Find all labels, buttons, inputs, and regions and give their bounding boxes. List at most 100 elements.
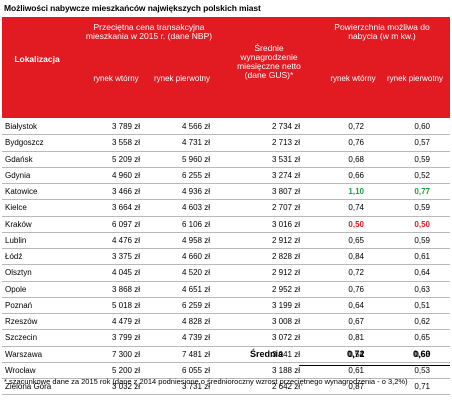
- table-row: Rzeszów 4 479 zł 4 828 zł 3 008 zł 0,67 0,62: [2, 313, 450, 331]
- price-primary-cell: 3 731 zł: [140, 378, 210, 396]
- area-primary-cell: 0,53: [364, 346, 430, 363]
- table-row: Katowice 3 466 zł 4 936 zł 3 807 zł 1,10 0,77: [2, 183, 450, 201]
- salary-cell: 2 912 zł: [210, 264, 300, 282]
- area-secondary-cell: 0,74: [300, 199, 364, 217]
- salary-cell: 3 941 zł: [210, 346, 300, 363]
- city-cell: Kielce: [2, 199, 88, 217]
- summary-label: Średnia: [250, 349, 284, 359]
- area-primary-cell: 0,63: [364, 281, 430, 298]
- area-secondary-cell: 0,66: [300, 167, 364, 185]
- area-primary-cell: 0,50: [364, 216, 430, 233]
- spacer-cell: [430, 297, 450, 315]
- city-cell: Szczecin: [2, 329, 88, 347]
- data-table: Białystok 3 789 zł 4 566 zł 2 734 zł 0,72 0,6…: [2, 119, 450, 396]
- spacer-cell: [430, 362, 450, 380]
- spacer-cell: [430, 313, 450, 331]
- area-secondary-cell: 0,65: [300, 232, 364, 250]
- price-primary-cell: 4 828 zł: [140, 313, 210, 331]
- spacer-cell: [430, 232, 450, 250]
- spacer-cell: [430, 281, 450, 298]
- area-secondary-cell: 0,81: [300, 329, 364, 347]
- spacer-cell: [430, 167, 450, 185]
- price-secondary-cell: 3 375 zł: [88, 248, 140, 266]
- price-secondary-cell: 5 209 zł: [88, 151, 140, 168]
- table-row: Kraków 6 097 zł 6 106 zł 3 016 zł 0,50 0,50: [2, 216, 450, 233]
- spacer-cell: [430, 329, 450, 347]
- header-price-secondary: rynek wtórny: [93, 74, 139, 83]
- city-cell: Lublin: [2, 232, 88, 250]
- price-primary-cell: 4 958 zł: [140, 232, 210, 250]
- summary-area-secondary: 0,72: [347, 349, 365, 359]
- price-primary-cell: 7 481 zł: [140, 346, 210, 363]
- spacer-cell: [430, 134, 450, 152]
- salary-cell: 2 734 zł: [210, 119, 300, 136]
- salary-cell: 3 199 zł: [210, 297, 300, 315]
- price-primary-cell: 4 603 zł: [140, 199, 210, 217]
- city-cell: Łódź: [2, 248, 88, 266]
- table-row: Zielona Góra 3 032 zł 3 731 zł 2 642 zł 0,87…: [2, 378, 450, 396]
- area-primary-cell: 0,62: [364, 313, 430, 331]
- spacer-cell: [430, 346, 450, 363]
- area-primary-cell: 0,64: [364, 264, 430, 282]
- city-cell: Bydgoszcz: [2, 134, 88, 152]
- area-secondary-cell: 0,54: [300, 346, 364, 363]
- area-primary-cell: 0,77: [364, 183, 430, 201]
- price-secondary-cell: 4 045 zł: [88, 264, 140, 282]
- price-primary-cell: 5 960 zł: [140, 151, 210, 168]
- header-price-group: Przeciętna cena transakcyjna mieszkania …: [85, 22, 213, 41]
- price-secondary-cell: 5 200 zł: [88, 362, 140, 380]
- table-row: Kielce 3 664 zł 4 603 zł 2 707 zł 0,74 0,59: [2, 199, 450, 217]
- table-row: Szczecin 3 799 zł 4 739 zł 3 072 zł 0,81 0,65: [2, 329, 450, 347]
- header-area-secondary: rynek wtórny: [330, 74, 376, 83]
- price-secondary-cell: 6 097 zł: [88, 216, 140, 233]
- city-cell: Katowice: [2, 183, 88, 201]
- salary-cell: 2 713 zł: [210, 134, 300, 152]
- price-primary-cell: 4 566 zł: [140, 119, 210, 136]
- area-secondary-cell: 0,87: [300, 378, 364, 396]
- city-cell: Kraków: [2, 216, 88, 233]
- price-secondary-cell: 4 479 zł: [88, 313, 140, 331]
- table-row: Gdynia 4 960 zł 6 255 zł 3 274 zł 0,66 0,52: [2, 167, 450, 185]
- header-area-group: Powierzchnia możliwa do nabycia (w m kw.…: [334, 22, 430, 41]
- salary-cell: 3 531 zł: [210, 151, 300, 168]
- area-primary-cell: 0,61: [364, 248, 430, 266]
- spacer-cell: [430, 378, 450, 396]
- header-salary: Średnie wynagrodzenie miesięczne netto (…: [237, 43, 301, 80]
- price-primary-cell: 6 255 zł: [140, 167, 210, 185]
- salary-cell: 3 188 zł: [210, 362, 300, 380]
- price-primary-cell: 6 106 zł: [140, 216, 210, 233]
- price-secondary-cell: 3 789 zł: [88, 119, 140, 136]
- price-secondary-cell: 4 960 zł: [88, 167, 140, 185]
- price-primary-cell: 6 259 zł: [140, 297, 210, 315]
- area-primary-cell: 0,60: [364, 119, 430, 136]
- area-secondary-cell: 0,72: [300, 264, 364, 282]
- area-primary-cell: 0,53: [364, 362, 430, 380]
- area-secondary-cell: 0,67: [300, 313, 364, 331]
- area-secondary-cell: 1,10: [300, 183, 364, 201]
- price-primary-cell: 4 739 zł: [140, 329, 210, 347]
- price-primary-cell: 4 651 zł: [140, 281, 210, 298]
- area-secondary-cell: 0,72: [300, 119, 364, 136]
- area-primary-cell: 0,51: [364, 297, 430, 315]
- summary-divider: [299, 365, 450, 366]
- price-secondary-cell: 4 476 zł: [88, 232, 140, 250]
- spacer-cell: [430, 216, 450, 233]
- city-cell: Olsztyn: [2, 264, 88, 282]
- salary-cell: 3 008 zł: [210, 313, 300, 331]
- price-secondary-cell: 3 868 zł: [88, 281, 140, 298]
- price-secondary-cell: 3 466 zł: [88, 183, 140, 201]
- area-primary-cell: 0,59: [364, 151, 430, 168]
- table-row: Białystok 3 789 zł 4 566 zł 2 734 zł 0,72 0,6…: [2, 119, 450, 136]
- area-primary-cell: 0,65: [364, 329, 430, 347]
- table-row: Bydgoszcz 3 558 zł 4 731 zł 2 713 zł 0,76 0,5…: [2, 134, 450, 152]
- table-title: Możliwości nabywcze mieszkańców najwięks…: [4, 3, 261, 13]
- area-primary-cell: 0,71: [364, 378, 430, 396]
- area-secondary-cell: 0,64: [300, 297, 364, 315]
- salary-cell: 3 274 zł: [210, 167, 300, 185]
- price-secondary-cell: 3 558 zł: [88, 134, 140, 152]
- area-secondary-cell: 0,84: [300, 248, 364, 266]
- price-primary-cell: 4 731 zł: [140, 134, 210, 152]
- salary-cell: 2 642 zł: [210, 378, 300, 396]
- table-row: Olsztyn 4 045 zł 4 520 zł 2 912 zł 0,72 0,64: [2, 264, 450, 282]
- city-cell: Rzeszów: [2, 313, 88, 331]
